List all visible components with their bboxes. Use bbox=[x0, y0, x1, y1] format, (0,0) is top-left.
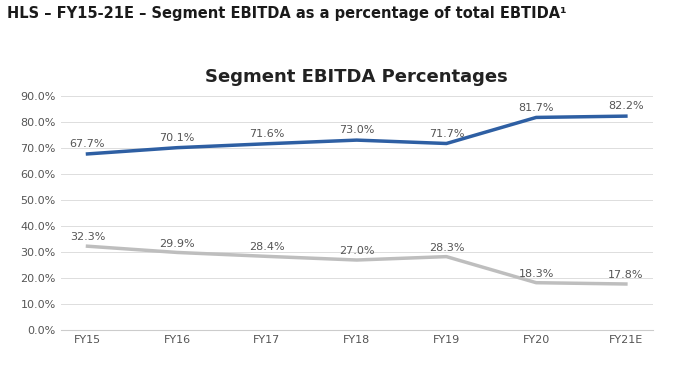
Text: 29.9%: 29.9% bbox=[160, 239, 195, 249]
Text: 70.1%: 70.1% bbox=[160, 133, 195, 143]
Text: 32.3%: 32.3% bbox=[70, 232, 105, 242]
Text: 81.7%: 81.7% bbox=[518, 103, 554, 113]
Text: 28.3%: 28.3% bbox=[429, 243, 464, 253]
Text: 28.4%: 28.4% bbox=[249, 242, 285, 253]
Text: 18.3%: 18.3% bbox=[518, 269, 554, 279]
Title: Segment EBITDA Percentages: Segment EBITDA Percentages bbox=[205, 68, 508, 86]
Text: 71.7%: 71.7% bbox=[429, 129, 464, 139]
Text: 82.2%: 82.2% bbox=[608, 101, 643, 111]
Text: 73.0%: 73.0% bbox=[339, 126, 374, 135]
Text: 17.8%: 17.8% bbox=[608, 270, 643, 280]
Text: 67.7%: 67.7% bbox=[70, 139, 105, 149]
Text: HLS – FY15-21E – Segment EBITDA as a percentage of total EBTIDA¹: HLS – FY15-21E – Segment EBITDA as a per… bbox=[7, 6, 567, 21]
Text: 71.6%: 71.6% bbox=[249, 129, 285, 139]
Legend: Pathology, Imaging: Pathology, Imaging bbox=[262, 388, 451, 391]
Text: 27.0%: 27.0% bbox=[339, 246, 374, 256]
